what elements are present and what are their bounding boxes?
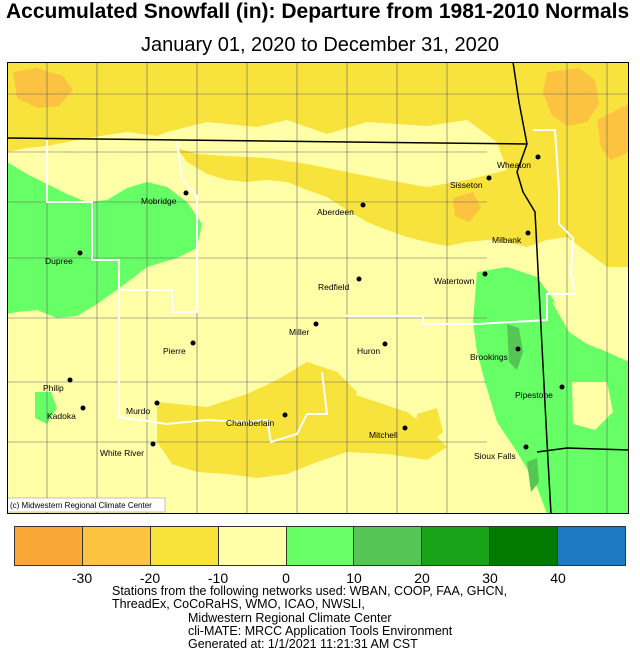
contour-siouxfalls-dark <box>527 458 539 492</box>
credits-line: cli-MATE: MRCC Application Tools Environ… <box>188 623 453 638</box>
credits-block: Stations from the following networks use… <box>112 584 592 651</box>
contour-north-light <box>167 120 507 187</box>
station-dot <box>67 377 73 383</box>
legend-tick-label: 40 <box>550 570 566 586</box>
city-label-white-river: White River <box>100 448 144 458</box>
city-label-philip: Philip <box>43 383 64 393</box>
station-dot <box>360 202 366 208</box>
color-legend-bar <box>14 526 626 566</box>
station-dot <box>402 425 408 431</box>
contour-east-light <box>552 302 629 362</box>
legend-swatch <box>354 527 423 565</box>
city-label-kadoka: Kadoka <box>47 411 76 421</box>
state-borders <box>7 62 629 514</box>
city-label-pierre: Pierre <box>163 346 186 356</box>
legend-tick-label: 20 <box>414 570 430 586</box>
station-dot <box>515 346 521 352</box>
station-dot <box>535 154 541 160</box>
station-dot <box>486 175 492 181</box>
station-markers <box>67 154 565 450</box>
legend-swatch <box>82 527 151 565</box>
credits-line: ThreadEx, CoCoRaHS, WMO, ICAO, NWSLI, <box>112 597 365 612</box>
legend-swatch <box>150 527 219 565</box>
credits-line: Stations from the following networks use… <box>112 584 508 598</box>
city-labels: Wheaton Sisseton Mobridge Aberdeen Milba… <box>43 160 553 461</box>
contour-ne-orange <box>543 68 599 126</box>
legend-tick-label: -30 <box>71 570 93 586</box>
station-dot <box>150 441 156 447</box>
station-dot <box>282 412 288 418</box>
city-label-wheaton: Wheaton <box>497 160 531 170</box>
city-label-mobridge: Mobridge <box>141 196 177 206</box>
contour-nw-orange <box>13 68 73 108</box>
map-subtitle: January 01, 2020 to December 31, 2020 <box>140 34 500 56</box>
city-label-watertown: Watertown <box>434 276 475 286</box>
station-dot <box>77 250 83 256</box>
legend-tick-label: 30 <box>482 570 498 586</box>
city-label-miller: Miller <box>289 327 309 337</box>
legend-swatch <box>218 527 287 565</box>
legend-tick-label: -10 <box>207 570 229 586</box>
city-label-murdo: Murdo <box>126 406 150 416</box>
credits-line: Midwestern Regional Climate Center <box>188 610 392 625</box>
snowfall-departure-map: Wheaton Sisseton Mobridge Aberdeen Milba… <box>7 62 629 514</box>
city-label-huron: Huron <box>357 346 380 356</box>
station-dot <box>382 341 388 347</box>
station-dot <box>154 400 160 406</box>
contour-pipestone-light <box>572 382 613 430</box>
contour-brookings-dark <box>507 324 523 370</box>
legend-tick-label: -20 <box>139 570 161 586</box>
station-dot <box>559 384 565 390</box>
city-label-sisseton: Sisseton <box>450 180 483 190</box>
station-dot <box>523 444 529 450</box>
station-dot <box>190 340 196 346</box>
city-label-sioux-falls: Sioux Falls <box>474 451 516 461</box>
city-label-aberdeen: Aberdeen <box>317 207 354 217</box>
copyright-box <box>7 497 166 513</box>
city-label-pipestone: Pipestone <box>515 390 553 400</box>
city-label-brookings: Brookings <box>470 352 508 362</box>
station-dot <box>525 230 531 236</box>
city-label-chamberlain: Chamberlain <box>226 418 274 428</box>
legend-swatch <box>286 527 355 565</box>
legend-tick-label: 10 <box>346 570 362 586</box>
legend-tick-label: 0 <box>282 570 290 586</box>
contour-mitchell-yellow <box>415 408 443 446</box>
contour-far-ne-orange <box>597 104 629 160</box>
city-label-dupree: Dupree <box>45 256 73 266</box>
station-dot <box>80 405 86 411</box>
station-dot <box>313 321 319 327</box>
station-dot <box>356 276 362 282</box>
city-label-milbank: Milbank <box>492 235 522 245</box>
legend-swatch <box>490 527 559 565</box>
station-dot <box>482 271 488 277</box>
contour-ne-small-orange <box>453 192 481 222</box>
legend-swatch <box>422 527 491 565</box>
copyright-text: (c) Midwestern Regional Climate Center <box>10 501 152 510</box>
legend-swatch <box>15 527 83 565</box>
legend-swatch <box>558 527 626 565</box>
station-dot <box>183 190 189 196</box>
city-label-redfield: Redfield <box>318 282 349 292</box>
white-subregion-lines <box>46 129 577 444</box>
map-title: Accumulated Snowfall (in): Departure fro… <box>6 0 630 23</box>
contour-philip-green <box>35 392 57 424</box>
city-label-mitchell: Mitchell <box>369 430 398 440</box>
